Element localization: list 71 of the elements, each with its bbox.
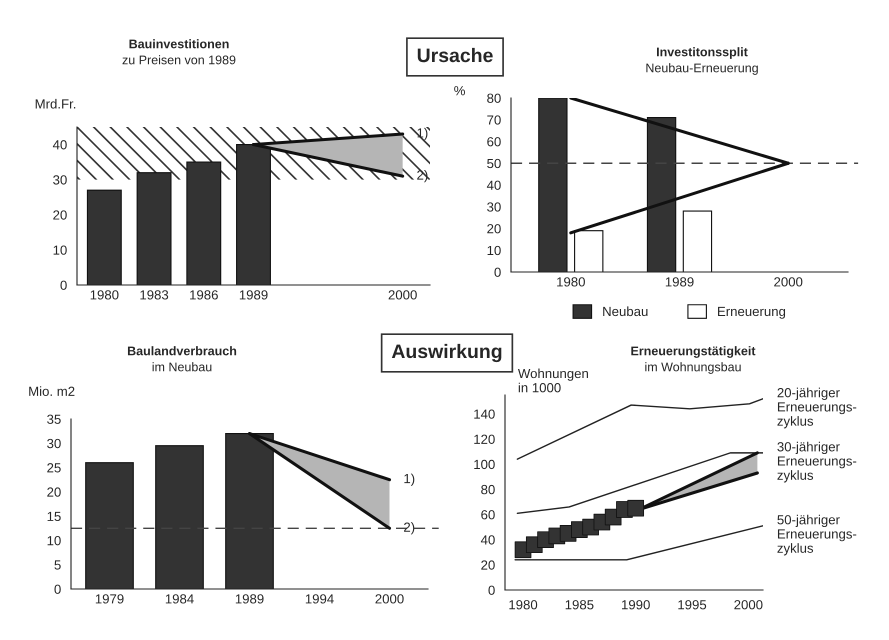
y-tick-label: 120: [474, 434, 495, 444]
legend-label: Erneuerung: [718, 306, 786, 319]
x-tick-label: 1984: [166, 594, 194, 604]
x-tick-label: 1986: [190, 290, 218, 300]
y-axis-title: Wohnungen in 1000: [518, 368, 588, 392]
chart-subtitle: im Neubau: [152, 362, 212, 372]
series-label: 1): [404, 474, 414, 486]
x-tick-label: 1980: [557, 277, 585, 287]
y-tick-label: 0: [60, 280, 67, 290]
y-tick-label: 80: [487, 94, 501, 103]
series-label: 20-jähriger Erneuerungs- zyklus: [777, 388, 856, 428]
text: Auswirkung: [392, 344, 502, 362]
chart-title: Investitonssplit: [657, 47, 748, 59]
x-tick-label: 2000: [388, 290, 417, 300]
x-tick-label: 1980: [509, 600, 538, 610]
y-tick-label: 15: [48, 512, 61, 522]
y-tick-label: 50: [487, 158, 501, 168]
chart-subtitle: zu Preisen von 1989: [122, 55, 236, 64]
y-tick-label: 35: [47, 414, 61, 424]
y-tick-label: 0: [494, 268, 501, 277]
series-label: 2): [404, 522, 414, 534]
x-tick-label: 1983: [140, 290, 168, 300]
text: Ursache: [418, 48, 493, 62]
y-tick-label: 20: [487, 224, 501, 234]
y-tick-label: 10: [488, 246, 501, 256]
y-tick-label: 10: [48, 536, 61, 546]
x-tick-label: 2000: [375, 594, 404, 604]
y-tick-label: 70: [487, 115, 501, 125]
y-axis-title: %: [454, 86, 465, 96]
x-tick-label: 1990: [622, 600, 650, 610]
series-label: 2): [417, 170, 428, 182]
x-tick-label: 1989: [666, 277, 694, 287]
chart-subtitle: im Wohnungsbau: [645, 362, 741, 374]
x-tick-label: 2000: [774, 277, 802, 287]
chart-subtitle: Neubau-Erneuerung: [646, 63, 758, 75]
chart-title: Bauinvestitionen: [129, 39, 229, 48]
y-tick-label: 0: [488, 586, 495, 595]
x-tick-label: 1994: [306, 594, 334, 604]
series-label: 50-jähriger Erneuerungs- zyklus: [777, 514, 856, 556]
series-label: 1): [418, 128, 428, 140]
y-tick-label: 0: [54, 584, 61, 594]
x-tick-label: 1989: [240, 290, 268, 300]
y-axis-title: Mio. m2: [29, 386, 74, 396]
x-tick-label: 1979: [96, 594, 124, 604]
y-tick-label: 40: [480, 535, 495, 545]
y-tick-label: 40: [486, 180, 501, 190]
x-tick-label: 1985: [566, 600, 594, 610]
series-label: 30-jähriger Erneuerungs- zyklus: [777, 442, 856, 482]
y-tick-label: 60: [481, 510, 495, 520]
x-tick-label: 1995: [678, 600, 706, 610]
y-tick-label: 20: [481, 560, 495, 570]
y-tick-label: 20: [53, 210, 67, 220]
legend-label: Neubau: [603, 306, 648, 316]
y-tick-label: 80: [481, 484, 495, 494]
y-tick-label: 30: [53, 175, 67, 185]
x-tick-label: 2000: [734, 600, 763, 610]
y-tick-label: 100: [474, 460, 495, 470]
y-axis-title: Mrd.Fr.: [36, 98, 76, 109]
x-tick-label: 1980: [90, 290, 119, 300]
y-tick-label: 30: [47, 438, 61, 448]
y-tick-label: 140: [474, 409, 495, 419]
x-tick-label: 1989: [236, 594, 264, 604]
y-tick-label: 5: [54, 560, 61, 570]
chart-title: Erneuerungstätigkeit: [631, 346, 756, 358]
y-tick-label: 10: [54, 245, 67, 255]
y-tick-label: 25: [47, 463, 61, 472]
y-tick-label: 40: [52, 140, 67, 150]
y-tick-label: 60: [487, 137, 501, 146]
y-tick-label: 20: [47, 487, 61, 497]
chart-title: Baulandverbrauch: [128, 346, 236, 356]
y-tick-label: 30: [487, 202, 501, 212]
